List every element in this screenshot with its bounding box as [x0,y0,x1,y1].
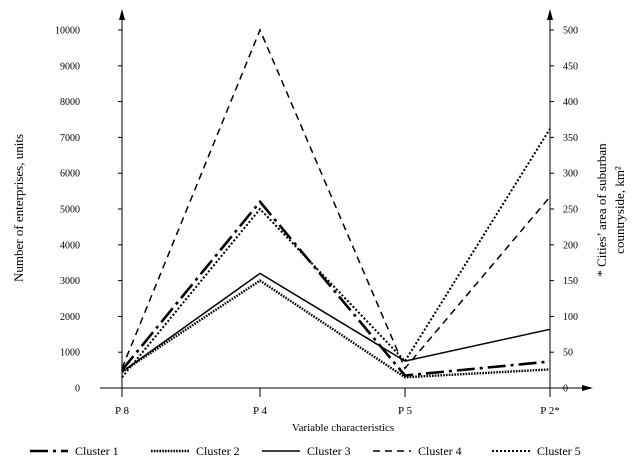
left-tick-label: 1000 [60,348,80,359]
category-label: P 4 [253,405,267,417]
left-axis-arrow [119,9,125,20]
left-tick-label: 8000 [60,97,80,108]
legend-label-cluster-4: Cluster 4 [418,444,462,458]
left-tick-label: 9000 [60,61,80,72]
left-tick-label: 4000 [60,240,80,251]
x-axis-arrow [582,385,593,391]
right-tick-label: 100 [563,312,578,323]
left-tick-label: 0 [75,384,80,395]
category-label: P 2* [540,405,559,417]
category-label: P 8 [115,405,129,417]
right-tick-label: 200 [563,240,578,251]
series-line-cluster-2 [121,279,551,379]
left-tick-label: 3000 [60,276,80,287]
right-axis-arrow [547,9,553,20]
left-tick-label: 2000 [60,312,80,323]
x-axis-title: Variable characteristics [292,422,394,434]
right-tick-label: 300 [563,169,578,180]
series-lines [120,28,551,379]
right-tick-label: 150 [563,276,578,287]
tick-labels: 0100020003000400050006000700080009000100… [55,26,578,418]
left-tick-label: 5000 [60,205,80,216]
left-axis-title: Number of enterprises, units [11,134,26,282]
series-line-cluster-4 [121,28,551,370]
category-label: P 5 [398,405,412,417]
right-tick-label: 0 [563,384,568,395]
axes [100,9,593,391]
left-tick-label: 6000 [60,169,80,180]
series-line-cluster-5 [121,128,551,378]
left-tick-label: 10000 [55,26,80,37]
right-tick-label: 400 [563,97,578,108]
left-tick-label: 7000 [60,133,80,144]
legend: Cluster 1 Cluster 2 Cluster 3 Cluster 4 Clus… [30,444,581,458]
right-axis-title-line-1: * Cities’ area of suburban [594,143,609,277]
legend-label-cluster-5: Cluster 5 [537,444,581,458]
series-line-cluster-3 [121,272,551,373]
legend-label-cluster-1: Cluster 1 [75,444,119,458]
right-tick-label: 250 [563,205,578,216]
series-line-cluster-1 [120,199,551,377]
legend-label-cluster-2: Cluster 2 [196,444,240,458]
right-tick-label: 450 [563,61,578,72]
right-axis-title: * Cities’ area of suburban countryside, … [594,143,627,277]
right-tick-label: 350 [563,133,578,144]
legend-label-cluster-3: Cluster 3 [307,444,351,458]
right-tick-label: 50 [563,348,573,359]
right-axis-title-line-2: countryside, km² [612,166,627,254]
right-tick-label: 500 [563,26,578,37]
